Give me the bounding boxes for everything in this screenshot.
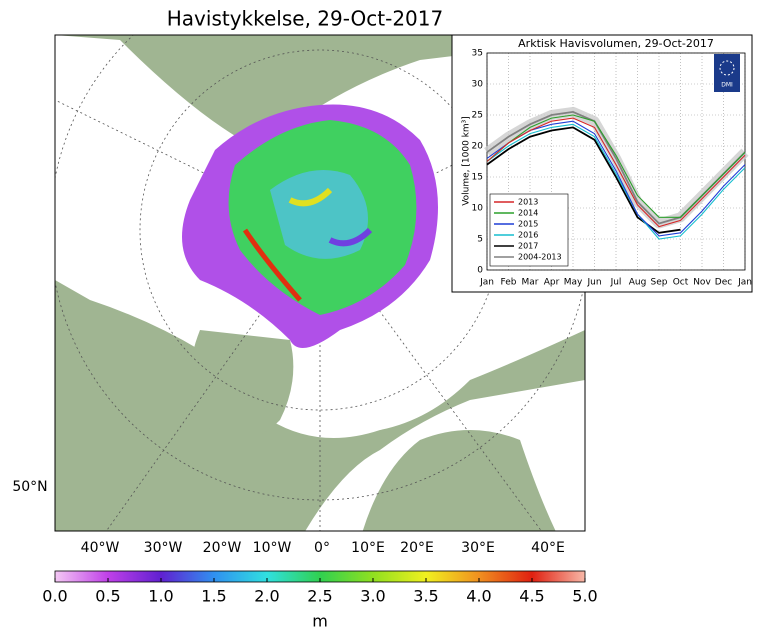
legend-label: 2015 bbox=[518, 220, 538, 229]
y-tick-label: 15 bbox=[472, 173, 483, 183]
colorbar-tick-label: 0.5 bbox=[95, 587, 120, 606]
y-tick-label: 0 bbox=[477, 266, 483, 276]
colorbar-tick-label: 4.5 bbox=[519, 587, 544, 606]
x-tick-label: Jan bbox=[737, 278, 752, 288]
longitude-label: 40°W bbox=[81, 540, 120, 556]
x-tick-label: Jul bbox=[610, 278, 622, 288]
x-tick-label: May bbox=[564, 278, 583, 288]
legend-label: 2004-2013 bbox=[518, 253, 562, 262]
colorbar-label: m bbox=[312, 612, 328, 631]
longitude-label: 30°E bbox=[461, 540, 495, 556]
title: Havistykkelse, 29-Oct-2017 bbox=[167, 7, 443, 31]
logo-text: DMI bbox=[721, 82, 733, 89]
x-tick-label: Feb bbox=[501, 278, 517, 288]
series-line bbox=[486, 123, 746, 240]
y-tick-label: 5 bbox=[477, 235, 483, 245]
x-tick-label: Nov bbox=[693, 278, 711, 288]
x-tick-label: Dec bbox=[715, 278, 732, 288]
longitude-label: 20°W bbox=[203, 540, 242, 556]
longitude-labels: 40°W 30°W 20°W 10°W 0° 10°E 20°E 30°E 40°E bbox=[81, 540, 565, 556]
x-tick-label: Sep bbox=[651, 278, 668, 288]
x-tick-label: Apr bbox=[544, 278, 560, 288]
longitude-label: 10°W bbox=[253, 540, 292, 556]
colorbar-ticks: 0.0 0.5 1.0 1.5 2.0 2.5 3.0 3.5 4.0 4.5 5.0 bbox=[42, 578, 598, 606]
legend-label: 2017 bbox=[518, 242, 538, 251]
colorbar-tick-label: 2.0 bbox=[254, 587, 279, 606]
y-tick-label: 35 bbox=[472, 49, 483, 59]
legend-label: 2014 bbox=[518, 209, 538, 218]
series-line bbox=[486, 114, 746, 218]
x-tick-label: Aug bbox=[629, 278, 647, 288]
logo bbox=[714, 54, 740, 92]
colorbar-tick-label: 1.0 bbox=[148, 587, 173, 606]
inset-title: Arktisk Havisvolumen, 29-Oct-2017 bbox=[518, 37, 714, 50]
y-tick-label: 25 bbox=[472, 111, 483, 121]
colorbar-tick-label: 3.5 bbox=[413, 587, 438, 606]
y-tick-label: 10 bbox=[472, 204, 484, 214]
y-tick-label: 20 bbox=[472, 142, 484, 152]
colorbar-tick-label: 0.0 bbox=[42, 587, 67, 606]
x-tick-label: Jun bbox=[586, 278, 601, 288]
logo-ring bbox=[719, 60, 735, 76]
x-tick-label: Mar bbox=[522, 278, 539, 288]
colorbar-tick-label: 3.0 bbox=[360, 587, 385, 606]
x-tick-label: Oct bbox=[673, 278, 689, 288]
inset-chart: 0 5 10 15 20 25 30 35 Jan Feb Mar Apr May Jun Jul Aug Se… bbox=[472, 49, 752, 288]
colorbar-tick-label: 4.0 bbox=[466, 587, 491, 606]
y-axis-label: Volume, [1000 km³] bbox=[462, 116, 472, 206]
legend bbox=[489, 193, 569, 267]
longitude-label: 0° bbox=[314, 540, 330, 556]
legend-label: 2013 bbox=[518, 198, 538, 207]
colorbar-tick-label: 2.5 bbox=[307, 587, 332, 606]
longitude-label: 30°W bbox=[144, 540, 183, 556]
longitude-label: 20°E bbox=[400, 540, 434, 556]
longitude-label: 10°E bbox=[351, 540, 385, 556]
longitude-label: 40°E bbox=[531, 540, 565, 556]
colorbar-tick-label: 1.5 bbox=[201, 587, 226, 606]
x-tick-label: Jan bbox=[479, 278, 494, 288]
colorbar-tick-label: 5.0 bbox=[572, 587, 597, 606]
y-tick-label: 30 bbox=[472, 80, 484, 90]
latitude-label: 50°N bbox=[12, 479, 47, 495]
series-line bbox=[486, 117, 746, 228]
legend-label: 2016 bbox=[518, 231, 538, 240]
